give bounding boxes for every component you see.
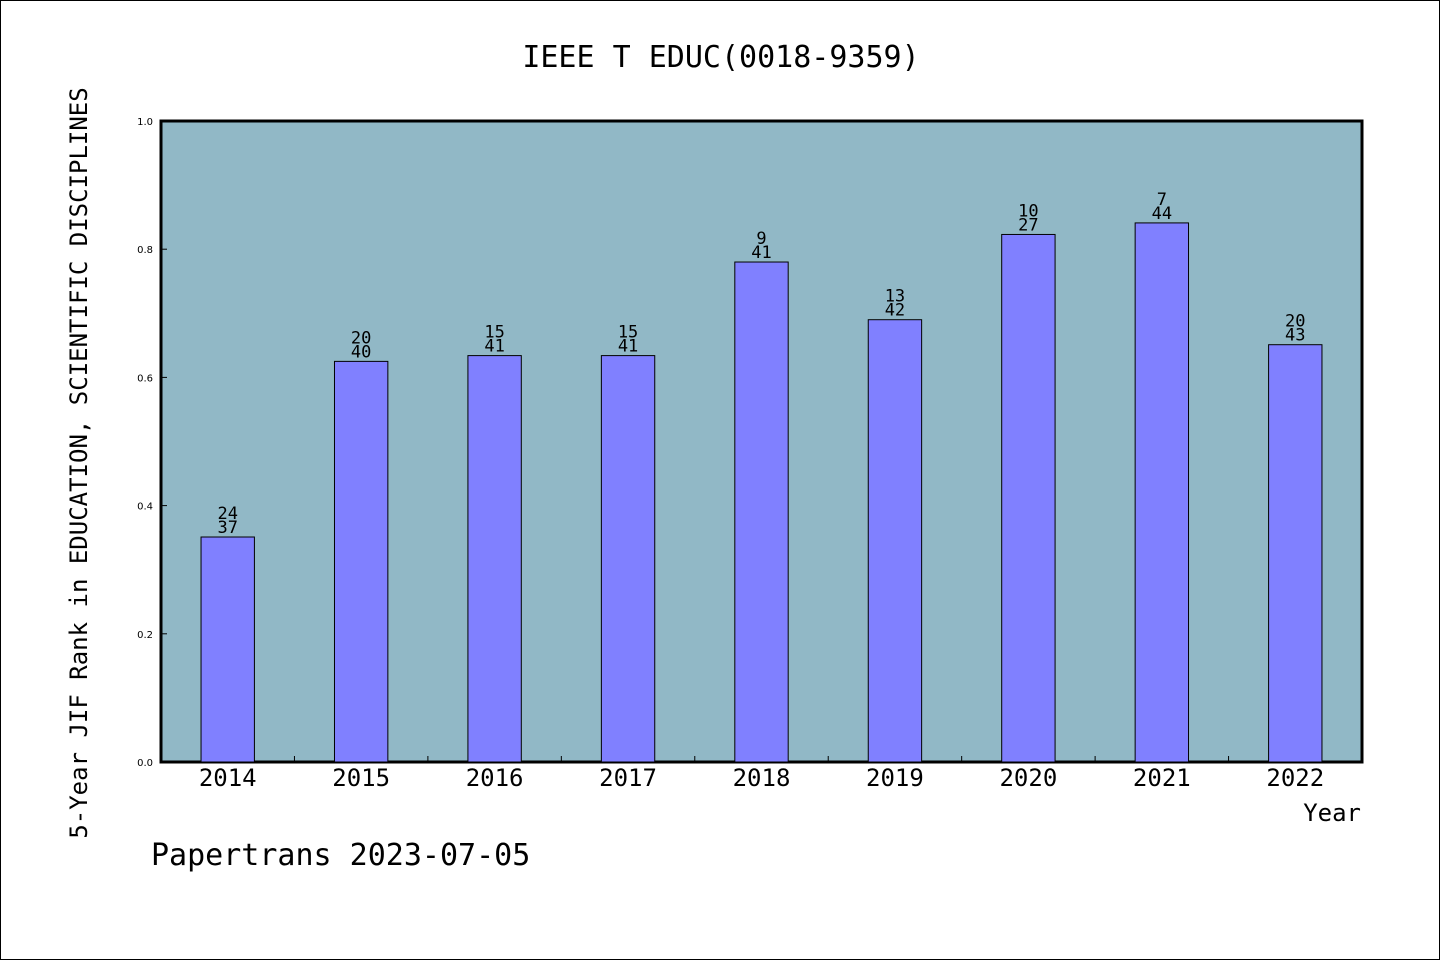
x-axis: 2014 2015 2016 2017 2018 2019 2020 2021 2022 <box>199 756 1324 792</box>
rank-label: 24 <box>217 504 237 524</box>
bar-2018 <box>734 261 789 763</box>
x-tick-label: 2015 <box>332 764 390 792</box>
bar-2017 <box>600 355 656 763</box>
total-label: 37 <box>217 518 237 538</box>
rank-label: 13 <box>885 287 905 307</box>
chart-title: IEEE T EDUC(0018-9359) <box>522 40 919 75</box>
rank-label: 20 <box>351 328 371 348</box>
rank-label: 7 <box>1157 190 1167 210</box>
bar-2016 <box>467 355 522 763</box>
total-label: 41 <box>484 337 504 357</box>
total-label: 41 <box>751 243 771 263</box>
rank-label: 20 <box>1285 312 1305 332</box>
total-label: 44 <box>1152 204 1172 224</box>
x-tick-label: 2019 <box>866 764 924 792</box>
bar-2014 <box>200 536 255 763</box>
bars <box>200 222 1323 763</box>
bar-2020 <box>1001 233 1056 763</box>
bar-2015 <box>333 360 389 763</box>
y-tick-label: 0.2 <box>137 630 153 641</box>
x-tick-label: 2017 <box>599 764 657 792</box>
bar-2019 <box>867 319 923 763</box>
y-axis-label: 5-Year JIF Rank in EDUCATION, SCIENTIFIC… <box>65 87 93 838</box>
y-tick-label: 1.0 <box>137 117 153 128</box>
y-axis: 0.0 0.2 0.4 0.6 0.8 1.0 <box>137 117 167 769</box>
total-label: 27 <box>1018 215 1038 235</box>
total-label: 42 <box>885 301 905 321</box>
x-tick-label: 2014 <box>199 764 257 792</box>
y-tick-label: 0.6 <box>137 373 153 384</box>
x-tick-label: 2018 <box>733 764 791 792</box>
rank-label: 15 <box>618 323 638 343</box>
x-tick-label: 2022 <box>1266 764 1324 792</box>
total-label: 41 <box>618 337 638 357</box>
footer-stamp: Papertrans 2023-07-05 <box>151 838 530 873</box>
total-label: 43 <box>1285 326 1305 346</box>
bar-2022 <box>1268 344 1323 763</box>
rank-label: 10 <box>1018 201 1038 221</box>
y-tick-label: 0.8 <box>137 245 153 256</box>
y-tick-label: 0.0 <box>137 758 153 769</box>
x-tick-label: 2020 <box>999 764 1057 792</box>
rank-label: 9 <box>756 229 766 249</box>
x-tick-label: 2021 <box>1133 764 1191 792</box>
bar-2021 <box>1134 222 1190 763</box>
x-axis-label: Year <box>1303 799 1361 827</box>
rank-label: 15 <box>484 323 504 343</box>
x-tick-label: 2016 <box>466 764 524 792</box>
total-label: 40 <box>351 342 371 362</box>
y-tick-label: 0.4 <box>137 502 153 513</box>
